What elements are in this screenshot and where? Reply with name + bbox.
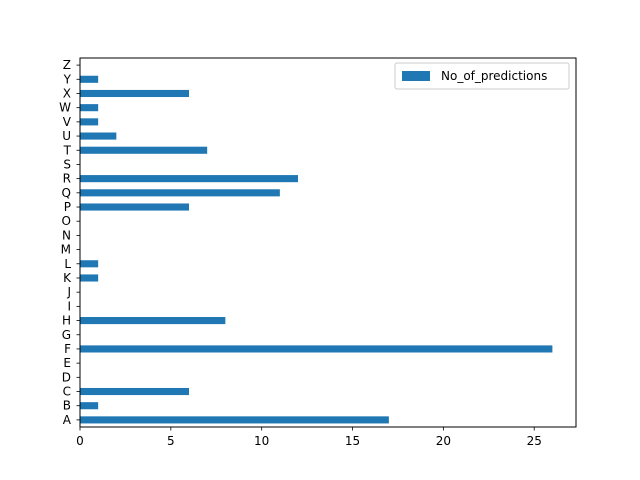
bars-group: [80, 75, 553, 424]
y-tick-label-U: U: [62, 129, 71, 143]
bar-C: [80, 387, 190, 396]
legend-label: No_of_predictions: [441, 69, 547, 83]
y-tick-label-W: W: [59, 101, 71, 115]
y-tick-label-N: N: [62, 228, 71, 242]
bar-R: [80, 175, 299, 183]
plot-frame: [79, 57, 577, 428]
y-tick-label-Y: Y: [63, 72, 72, 86]
y-tick-label-A: A: [63, 413, 72, 427]
y-tick-label-B: B: [63, 399, 71, 413]
bar-Y: [80, 75, 99, 83]
bar-X: [80, 89, 190, 98]
y-tick-label-V: V: [63, 115, 72, 129]
legend: No_of_predictions: [394, 62, 570, 90]
bar-V: [80, 118, 99, 126]
x-tick-label-5: 5: [167, 434, 175, 448]
bar-L: [80, 260, 99, 268]
y-tick-label-J: J: [66, 285, 71, 299]
x-tick-label-0: 0: [76, 434, 84, 448]
y-tick-label-I: I: [67, 299, 71, 313]
x-tick-label-25: 25: [527, 434, 542, 448]
bar-F: [80, 345, 553, 353]
bar-B: [80, 402, 99, 410]
x-tick-label-10: 10: [254, 434, 269, 448]
legend-swatch: [402, 71, 430, 81]
y-tick-label-F: F: [64, 342, 71, 356]
x-axis-ticks: 0 5 10 15 20 25: [76, 427, 542, 448]
bar-P: [80, 203, 190, 211]
bar-K: [80, 274, 99, 282]
y-tick-label-M: M: [61, 243, 71, 257]
y-tick-label-H: H: [62, 314, 71, 328]
y-tick-label-G: G: [62, 328, 71, 342]
y-tick-label-E: E: [63, 356, 71, 370]
x-tick-label-20: 20: [436, 434, 451, 448]
legend-box: [394, 62, 570, 90]
bar-A: [80, 416, 389, 424]
bar-Q: [80, 189, 280, 197]
x-tick-label-15: 15: [345, 434, 360, 448]
y-tick-label-L: L: [64, 257, 71, 271]
bar-H: [80, 317, 226, 325]
y-tick-label-K: K: [63, 271, 72, 285]
bar-W: [80, 104, 99, 112]
y-tick-label-S: S: [63, 157, 71, 171]
y-tick-label-D: D: [62, 370, 71, 384]
y-tick-label-Z: Z: [63, 58, 71, 72]
y-tick-label-C: C: [63, 385, 71, 399]
y-tick-label-Q: Q: [62, 186, 71, 200]
y-tick-label-T: T: [63, 143, 72, 157]
y-tick-label-P: P: [64, 200, 71, 214]
y-tick-label-X: X: [63, 86, 71, 100]
bar-T: [80, 146, 208, 154]
y-tick-label-R: R: [63, 172, 71, 186]
bar-U: [80, 132, 117, 140]
y-tick-label-O: O: [62, 214, 71, 228]
